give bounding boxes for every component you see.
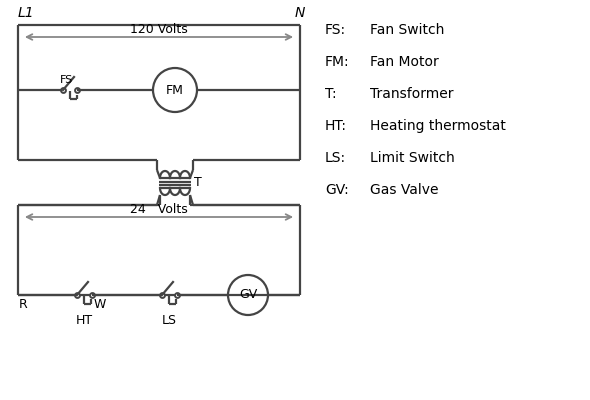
Text: N: N	[295, 6, 305, 20]
Text: Fan Switch: Fan Switch	[370, 23, 444, 37]
Text: T:: T:	[325, 87, 337, 101]
Text: FS: FS	[60, 75, 73, 85]
Text: Limit Switch: Limit Switch	[370, 151, 455, 165]
Text: FM:: FM:	[325, 55, 350, 69]
Text: T: T	[194, 176, 202, 190]
Text: Fan Motor: Fan Motor	[370, 55, 439, 69]
Text: 24   Volts: 24 Volts	[130, 203, 188, 216]
Text: LS:: LS:	[325, 151, 346, 165]
Text: GV: GV	[239, 288, 257, 302]
Text: LS: LS	[162, 314, 176, 327]
Text: L1: L1	[18, 6, 35, 20]
Text: R: R	[19, 298, 28, 311]
Text: GV:: GV:	[325, 183, 349, 197]
Text: 120 Volts: 120 Volts	[130, 23, 188, 36]
Text: Gas Valve: Gas Valve	[370, 183, 438, 197]
Text: HT:: HT:	[325, 119, 347, 133]
Text: FS:: FS:	[325, 23, 346, 37]
Text: Transformer: Transformer	[370, 87, 454, 101]
Text: FM: FM	[166, 84, 184, 96]
Text: HT: HT	[76, 314, 93, 327]
Text: W: W	[94, 298, 106, 311]
Text: Heating thermostat: Heating thermostat	[370, 119, 506, 133]
